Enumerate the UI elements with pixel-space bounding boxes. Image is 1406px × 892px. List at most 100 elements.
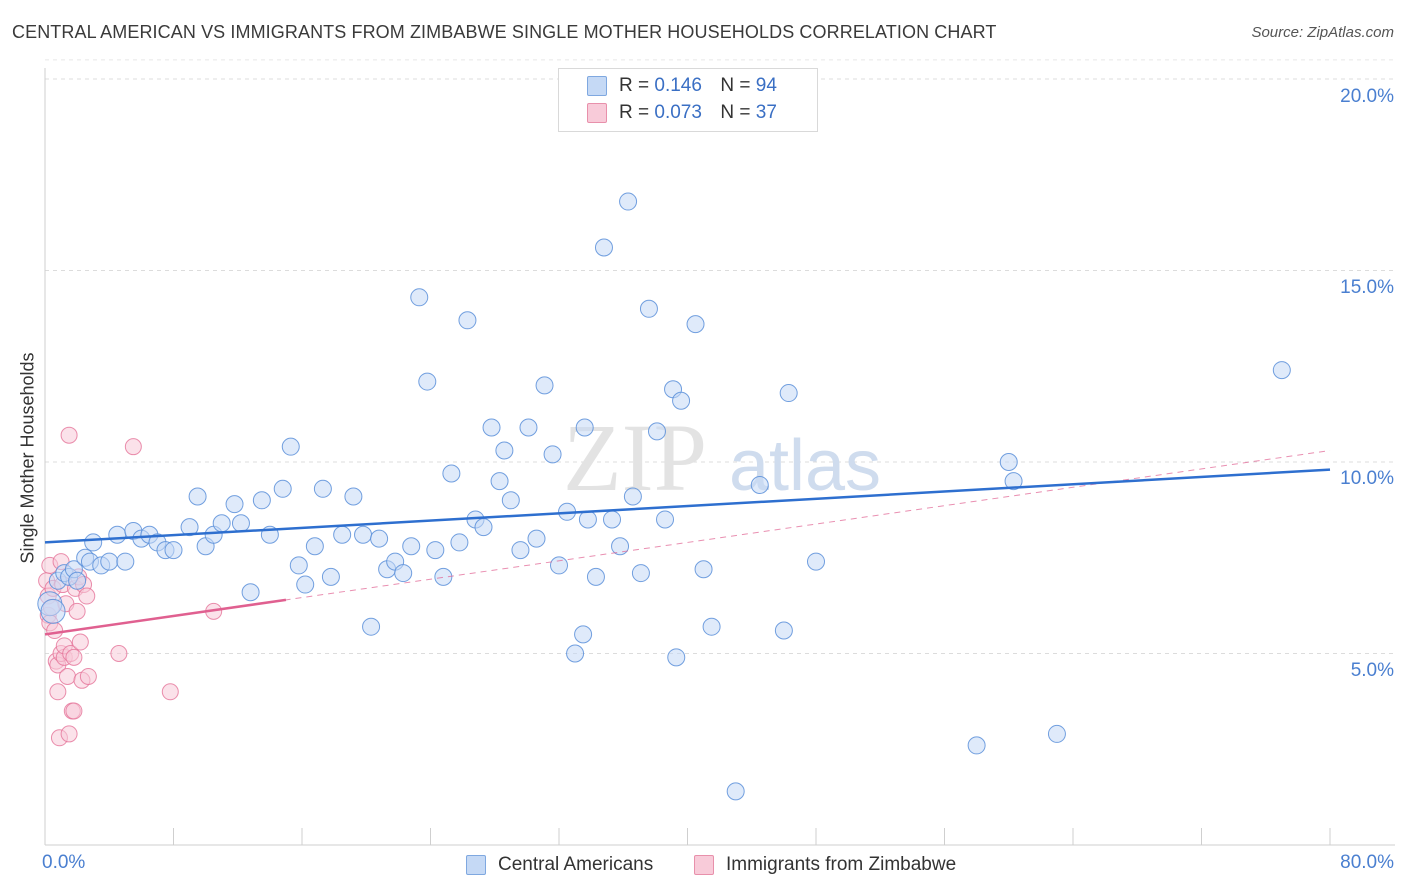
central-american-point xyxy=(426,541,445,560)
central-american-point xyxy=(578,510,597,529)
central-american-point xyxy=(394,564,413,583)
r-label: R = xyxy=(619,75,650,96)
n-label: N = xyxy=(720,75,751,96)
central-american-point xyxy=(362,617,381,636)
source-label: Source: ZipAtlas.com xyxy=(1251,24,1394,41)
central-american-point xyxy=(750,475,769,494)
central-american-point xyxy=(418,372,437,391)
central-american-point xyxy=(594,238,613,257)
central-american-point xyxy=(779,384,798,403)
y-tick-15: 15.0% xyxy=(1340,277,1394,298)
central-american-point xyxy=(495,441,514,460)
y-tick-20: 20.0% xyxy=(1340,86,1394,107)
chart-title: CENTRAL AMERICAN VS IMMIGRANTS FROM ZIMB… xyxy=(12,22,997,42)
y-tick-5: 5.0% xyxy=(1350,660,1394,681)
central-american-point xyxy=(543,445,562,464)
y-axis-label: Single Mother Households xyxy=(17,352,38,564)
central-american-point xyxy=(527,529,546,548)
central-american-point xyxy=(296,575,315,594)
central-american-point xyxy=(164,541,183,560)
zimbabwe-point xyxy=(46,622,64,640)
central-american-point xyxy=(344,487,363,506)
central-american-point xyxy=(501,491,520,510)
central-american-point xyxy=(354,525,373,544)
central-american-point xyxy=(482,418,501,437)
central-american-point xyxy=(188,487,207,506)
central-american-point xyxy=(639,299,658,318)
central-american-point xyxy=(370,529,389,548)
central-american-point xyxy=(100,552,119,571)
legend-item-central-americans[interactable]: Central Americans xyxy=(466,852,653,878)
central-american-point xyxy=(410,288,429,307)
watermark: ZIP atlas xyxy=(563,404,881,511)
central-american-point xyxy=(694,560,713,579)
blue-swatch xyxy=(466,855,486,875)
zimbabwe-point xyxy=(60,426,78,444)
central-american-point xyxy=(225,495,244,514)
central-american-point xyxy=(281,437,300,456)
zimbabwe-point xyxy=(58,667,76,685)
central-american-point xyxy=(434,567,453,586)
zimbabwe-point xyxy=(65,702,83,720)
central-american-point xyxy=(702,617,721,636)
x-tick-max: 80.0% xyxy=(1340,852,1394,873)
r-label: R = xyxy=(619,102,650,123)
central-american-point xyxy=(84,533,103,552)
central-american-point xyxy=(586,567,605,586)
central-american-trend-line xyxy=(44,468,1331,544)
zimbabwe-point xyxy=(161,683,179,701)
central-american-point xyxy=(1272,361,1291,380)
central-american-point xyxy=(68,571,87,590)
zimbabwe-points xyxy=(38,426,223,747)
central-american-point xyxy=(252,491,271,510)
y-tick-10: 10.0% xyxy=(1340,468,1394,489)
legend-item-zimbabwe[interactable]: Immigrants from Zimbabwe xyxy=(694,852,956,878)
central-american-point xyxy=(574,625,593,644)
zimbabwe-point xyxy=(68,602,86,620)
r-value: 0.146 xyxy=(654,75,702,96)
zimbabwe-point xyxy=(71,633,89,651)
central-american-point xyxy=(289,556,308,575)
central-american-point xyxy=(672,391,691,410)
legend-row-zimbabwe: R = 0.073 N = 37 xyxy=(587,100,777,126)
central-american-points xyxy=(37,192,1291,801)
legend-row-central-americans: R = 0.146 N = 94 xyxy=(587,73,777,99)
gridlines xyxy=(45,59,1395,654)
central-american-point xyxy=(321,567,340,586)
central-american-point xyxy=(566,644,585,663)
central-american-point xyxy=(511,541,530,560)
central-american-point xyxy=(631,564,650,583)
pink-swatch xyxy=(587,103,607,123)
central-american-point xyxy=(1004,472,1023,491)
central-american-point xyxy=(402,537,421,556)
axes xyxy=(44,68,1395,846)
central-american-point xyxy=(550,556,568,575)
central-american-point xyxy=(519,418,538,437)
blue-swatch xyxy=(587,76,607,96)
central-american-point xyxy=(647,422,666,441)
central-american-point xyxy=(603,510,622,529)
central-american-point xyxy=(726,782,745,801)
n-label: N = xyxy=(720,102,751,123)
stats-legend: R = 0.146 N = 94 R = 0.073 N = 37 xyxy=(558,68,818,132)
central-american-point xyxy=(490,472,509,491)
zimbabwe-point xyxy=(79,667,97,685)
zimbabwe-point xyxy=(124,438,142,456)
central-american-point xyxy=(686,315,705,334)
trend-lines xyxy=(44,450,1331,636)
central-american-point xyxy=(807,552,825,571)
central-american-point xyxy=(305,537,324,556)
central-american-point xyxy=(333,525,352,544)
zimbabwe-point xyxy=(49,683,67,701)
r-value: 0.073 xyxy=(654,102,702,123)
central-american-point xyxy=(458,311,477,330)
central-american-point xyxy=(40,598,66,624)
x-tick-min: 0.0% xyxy=(42,852,86,873)
central-american-point xyxy=(619,192,638,211)
legend-label: Immigrants from Zimbabwe xyxy=(726,854,957,875)
central-american-point xyxy=(999,453,1018,471)
zimbabwe-point xyxy=(60,725,78,743)
central-american-point xyxy=(474,518,493,537)
central-american-point xyxy=(231,514,250,533)
n-value: 37 xyxy=(755,102,777,123)
